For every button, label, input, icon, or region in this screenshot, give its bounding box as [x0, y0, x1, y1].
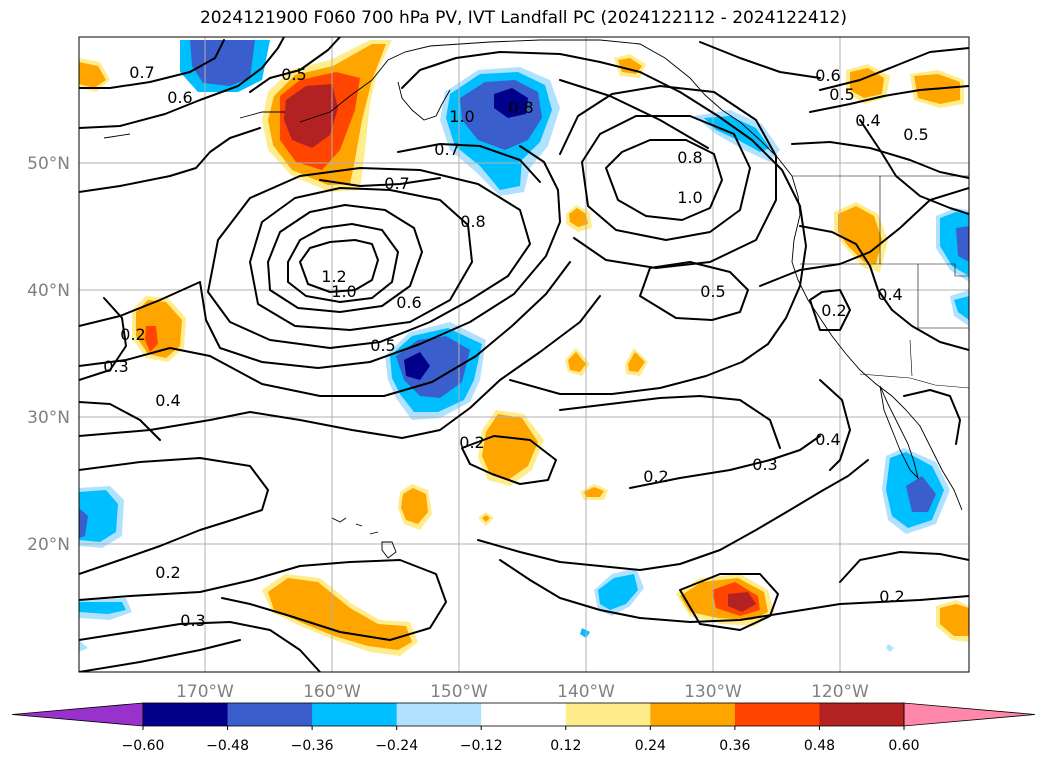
contour-label: 0.7: [434, 140, 459, 159]
contour-label: 0.6: [815, 66, 840, 85]
contour-label: 0.3: [180, 611, 205, 630]
colorbar-swatch: [481, 703, 567, 726]
colorbar-tick-label: −0.36: [291, 738, 334, 754]
colorbar-tick-label: 0.24: [635, 738, 666, 754]
contour-labels: 0.70.60.51.0 0.80.70.70.80.81.00.60.50.40…: [103, 63, 928, 630]
contour-label: 0.5: [281, 65, 306, 84]
colorbar-swatch: [227, 703, 313, 726]
contour-label: 0.7: [129, 63, 154, 82]
colorbar-swatch: [650, 703, 736, 726]
contour-label: 0.6: [396, 293, 421, 312]
contour-label: 0.5: [829, 85, 854, 104]
colorbar-extend-low: [11, 702, 144, 727]
pv-contours: [79, 37, 969, 672]
colorbar-tick-label: 0.48: [804, 738, 835, 754]
colorbar-tick-label: −0.12: [460, 738, 503, 754]
colorbar-swatch: [565, 703, 651, 726]
contour-label: 0.8: [677, 148, 702, 167]
contour-label: 0.3: [103, 357, 128, 376]
contour-label: 1.0: [331, 282, 356, 301]
colorbar-swatch: [143, 703, 229, 726]
map-frame: [78, 36, 970, 673]
contour-label: 0.6: [167, 88, 192, 107]
lon-label: 130°W: [684, 682, 742, 702]
lat-label: 50°N: [27, 154, 70, 174]
lat-label: 20°N: [27, 535, 70, 555]
colorbar-tick-label: −0.60: [122, 738, 165, 754]
contour-label: 0.4: [877, 285, 902, 304]
colorbar-swatch: [819, 703, 905, 726]
contour-label: 0.2: [643, 467, 668, 486]
contour-label: 0.2: [821, 301, 846, 320]
colorbar-extend-high: [903, 702, 1036, 727]
contour-label: 0.8: [508, 98, 533, 117]
map-title: 2024121900 F060 700 hPa PV, IVT Landfall…: [199, 8, 847, 28]
contour-label: 0.5: [700, 282, 725, 301]
borders: [792, 175, 969, 389]
contour-label: 0.2: [879, 587, 904, 606]
contour-label: 1.0: [677, 188, 702, 207]
contour-label: 0.5: [370, 336, 395, 355]
anomaly-shading: [79, 40, 969, 656]
contour-label: 0.3: [752, 455, 777, 474]
colorbar: −0.60 −0.48 −0.36 −0.24 −0.12 0.12 0.24 0.36 0.4…: [11, 702, 1036, 754]
longitude-labels: 170°W 160°W 150°W 140°W 130°W 120°W: [176, 682, 869, 702]
contour-label: 0.2: [155, 563, 180, 582]
map-plot-area: 0.70.60.51.0 0.80.70.70.80.81.00.60.50.40…: [79, 37, 969, 672]
contour-label: 0.7: [384, 174, 409, 193]
colorbar-tick-label: 0.60: [888, 738, 919, 754]
lat-label: 40°N: [27, 281, 70, 301]
contour-label: 0.4: [815, 430, 840, 449]
contour-label: 1.2: [321, 267, 346, 286]
lon-label: 120°W: [811, 682, 869, 702]
contour-label: 0.5: [903, 125, 928, 144]
colorbar-swatch: [312, 703, 398, 726]
contour-label: 0.4: [155, 391, 180, 410]
contour-label: 0.2: [459, 433, 484, 452]
lon-label: 150°W: [430, 682, 488, 702]
colorbar-tick-label: −0.24: [375, 738, 418, 754]
contour-label: 0.4: [855, 111, 880, 130]
latitude-labels: 50°N 40°N 30°N 20°N: [27, 154, 70, 555]
contour-label: 0.2: [120, 325, 145, 344]
lon-label: 140°W: [557, 682, 615, 702]
colorbar-tick-label: 0.36: [719, 738, 750, 754]
contour-label: 1.0: [449, 107, 474, 126]
colorbar-tick-label: 0.12: [550, 738, 581, 754]
lon-label: 160°W: [303, 682, 361, 702]
lon-label: 170°W: [176, 682, 234, 702]
colorbar-swatch: [396, 703, 482, 726]
colorbar-tick-label: −0.48: [206, 738, 249, 754]
colorbar-swatch: [734, 703, 820, 726]
coastlines: [103, 39, 963, 559]
contour-label: 0.8: [460, 212, 485, 231]
lat-label: 30°N: [27, 408, 70, 428]
